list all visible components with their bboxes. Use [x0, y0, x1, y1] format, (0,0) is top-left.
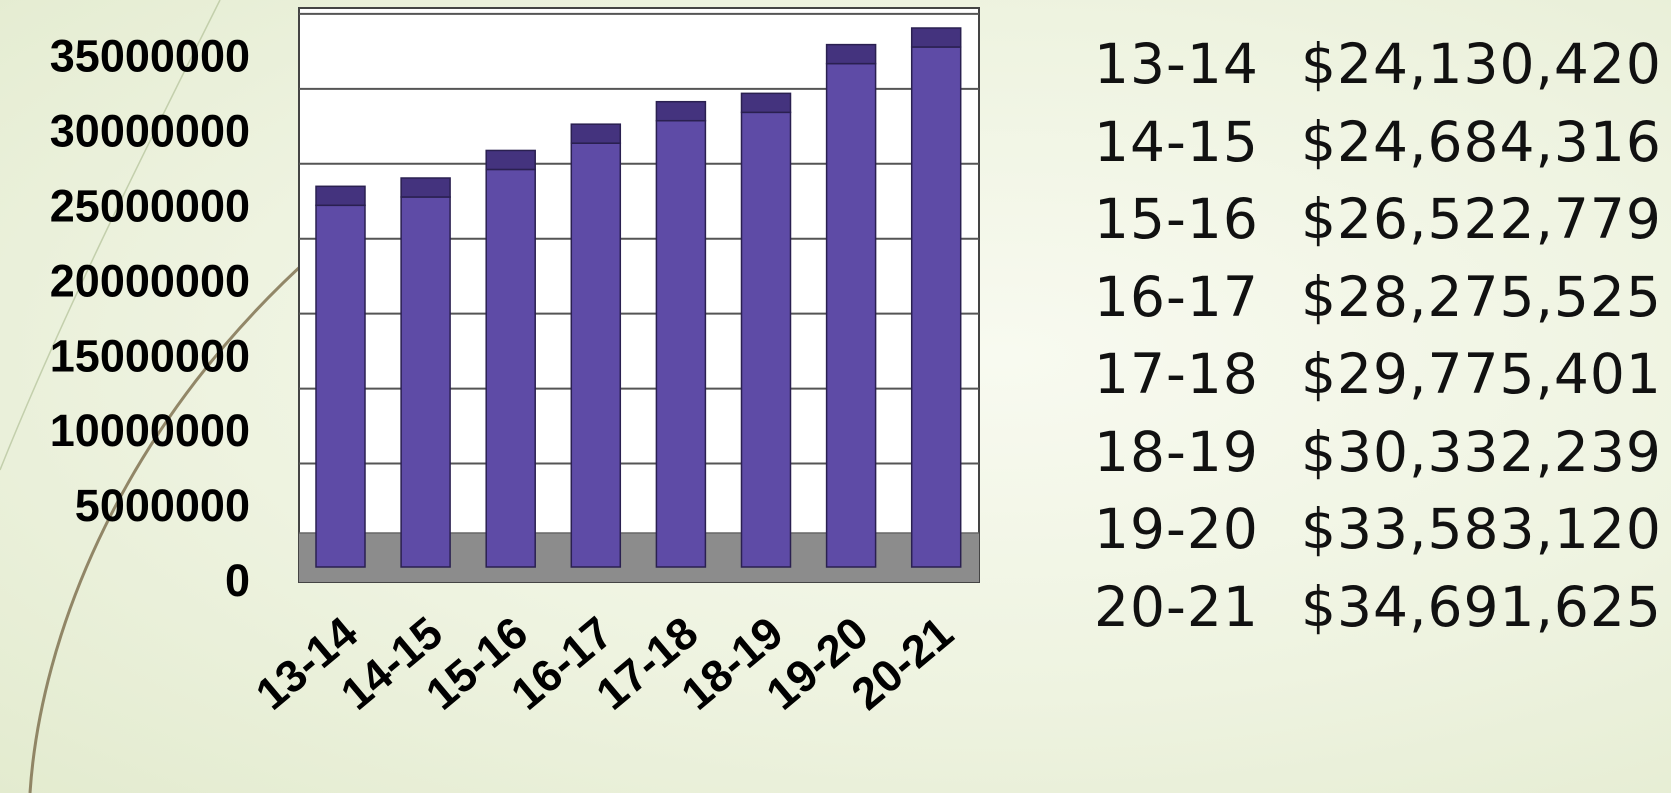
value-table-row: 18-19 $30,332,239: [1094, 414, 1662, 492]
bar-top: [400, 177, 451, 198]
value-table-amount: $24,130,420: [1301, 32, 1662, 96]
y-tick-label: 25000000: [50, 181, 250, 232]
value-table-row: 20-21 $34,691,625: [1094, 569, 1662, 647]
x-tick-label: 20-21: [842, 607, 963, 720]
bar: [910, 46, 962, 568]
bar: [825, 62, 877, 568]
value-table-amount: $29,775,401: [1301, 342, 1662, 406]
bar: [315, 204, 366, 568]
value-table-year: 16-17: [1094, 264, 1259, 329]
bar: [570, 142, 622, 568]
bar-top: [570, 123, 622, 144]
value-table-year: 18-19: [1094, 419, 1259, 484]
value-table-row: 16-17 $28,275,525: [1094, 259, 1662, 337]
value-table-year: 20-21: [1094, 574, 1259, 639]
bar: [655, 119, 707, 568]
value-table-year: 19-20: [1094, 497, 1259, 561]
value-table-amount: $30,332,239: [1301, 419, 1662, 484]
bar-top: [825, 43, 877, 65]
y-tick-label: 15000000: [50, 330, 250, 381]
value-table-amount: $28,275,525: [1301, 264, 1662, 329]
bar: [740, 111, 792, 568]
y-tick-label: 35000000: [50, 31, 250, 82]
bars: [315, 27, 962, 568]
bar-top: [655, 100, 707, 122]
value-table-year: 13-14: [1094, 32, 1259, 96]
y-tick-label: 0: [225, 555, 250, 606]
y-tick-label: 30000000: [50, 106, 250, 157]
y-tick-label: 20000000: [50, 255, 250, 306]
bar: [485, 168, 536, 568]
bar-top: [910, 27, 962, 48]
y-tick-label: 5000000: [75, 480, 250, 531]
bar-top: [315, 185, 366, 207]
value-table-amount: $34,691,625: [1301, 574, 1662, 639]
value-table-row: 13-14 $24,130,420: [1094, 26, 1662, 104]
bar-top: [485, 149, 536, 171]
value-table-row: 14-15 $24,684,316: [1094, 104, 1662, 182]
value-table: 13-14 $24,130,420 14-15 $24,684,316 15-16 $26…: [1094, 26, 1662, 646]
value-table-year: 17-18: [1094, 342, 1259, 406]
value-table-row: 15-16 $26,522,779: [1094, 181, 1662, 259]
value-table-year: 14-15: [1094, 109, 1259, 174]
value-table-row: 17-18 $29,775,401: [1094, 336, 1662, 414]
bar: [400, 196, 451, 568]
y-tick-label: 10000000: [50, 405, 250, 456]
value-table-amount: $24,684,316: [1301, 109, 1662, 174]
y-axis-ticks: 0 5000000 10000000 15000000 20000000 25000000…: [50, 31, 250, 606]
value-table-row: 19-20 $33,583,120: [1094, 491, 1662, 569]
bar-top: [740, 92, 792, 114]
value-table-amount: $33,583,120: [1301, 497, 1662, 561]
value-table-amount: $26,522,779: [1301, 187, 1662, 251]
value-table-year: 15-16: [1094, 187, 1259, 251]
